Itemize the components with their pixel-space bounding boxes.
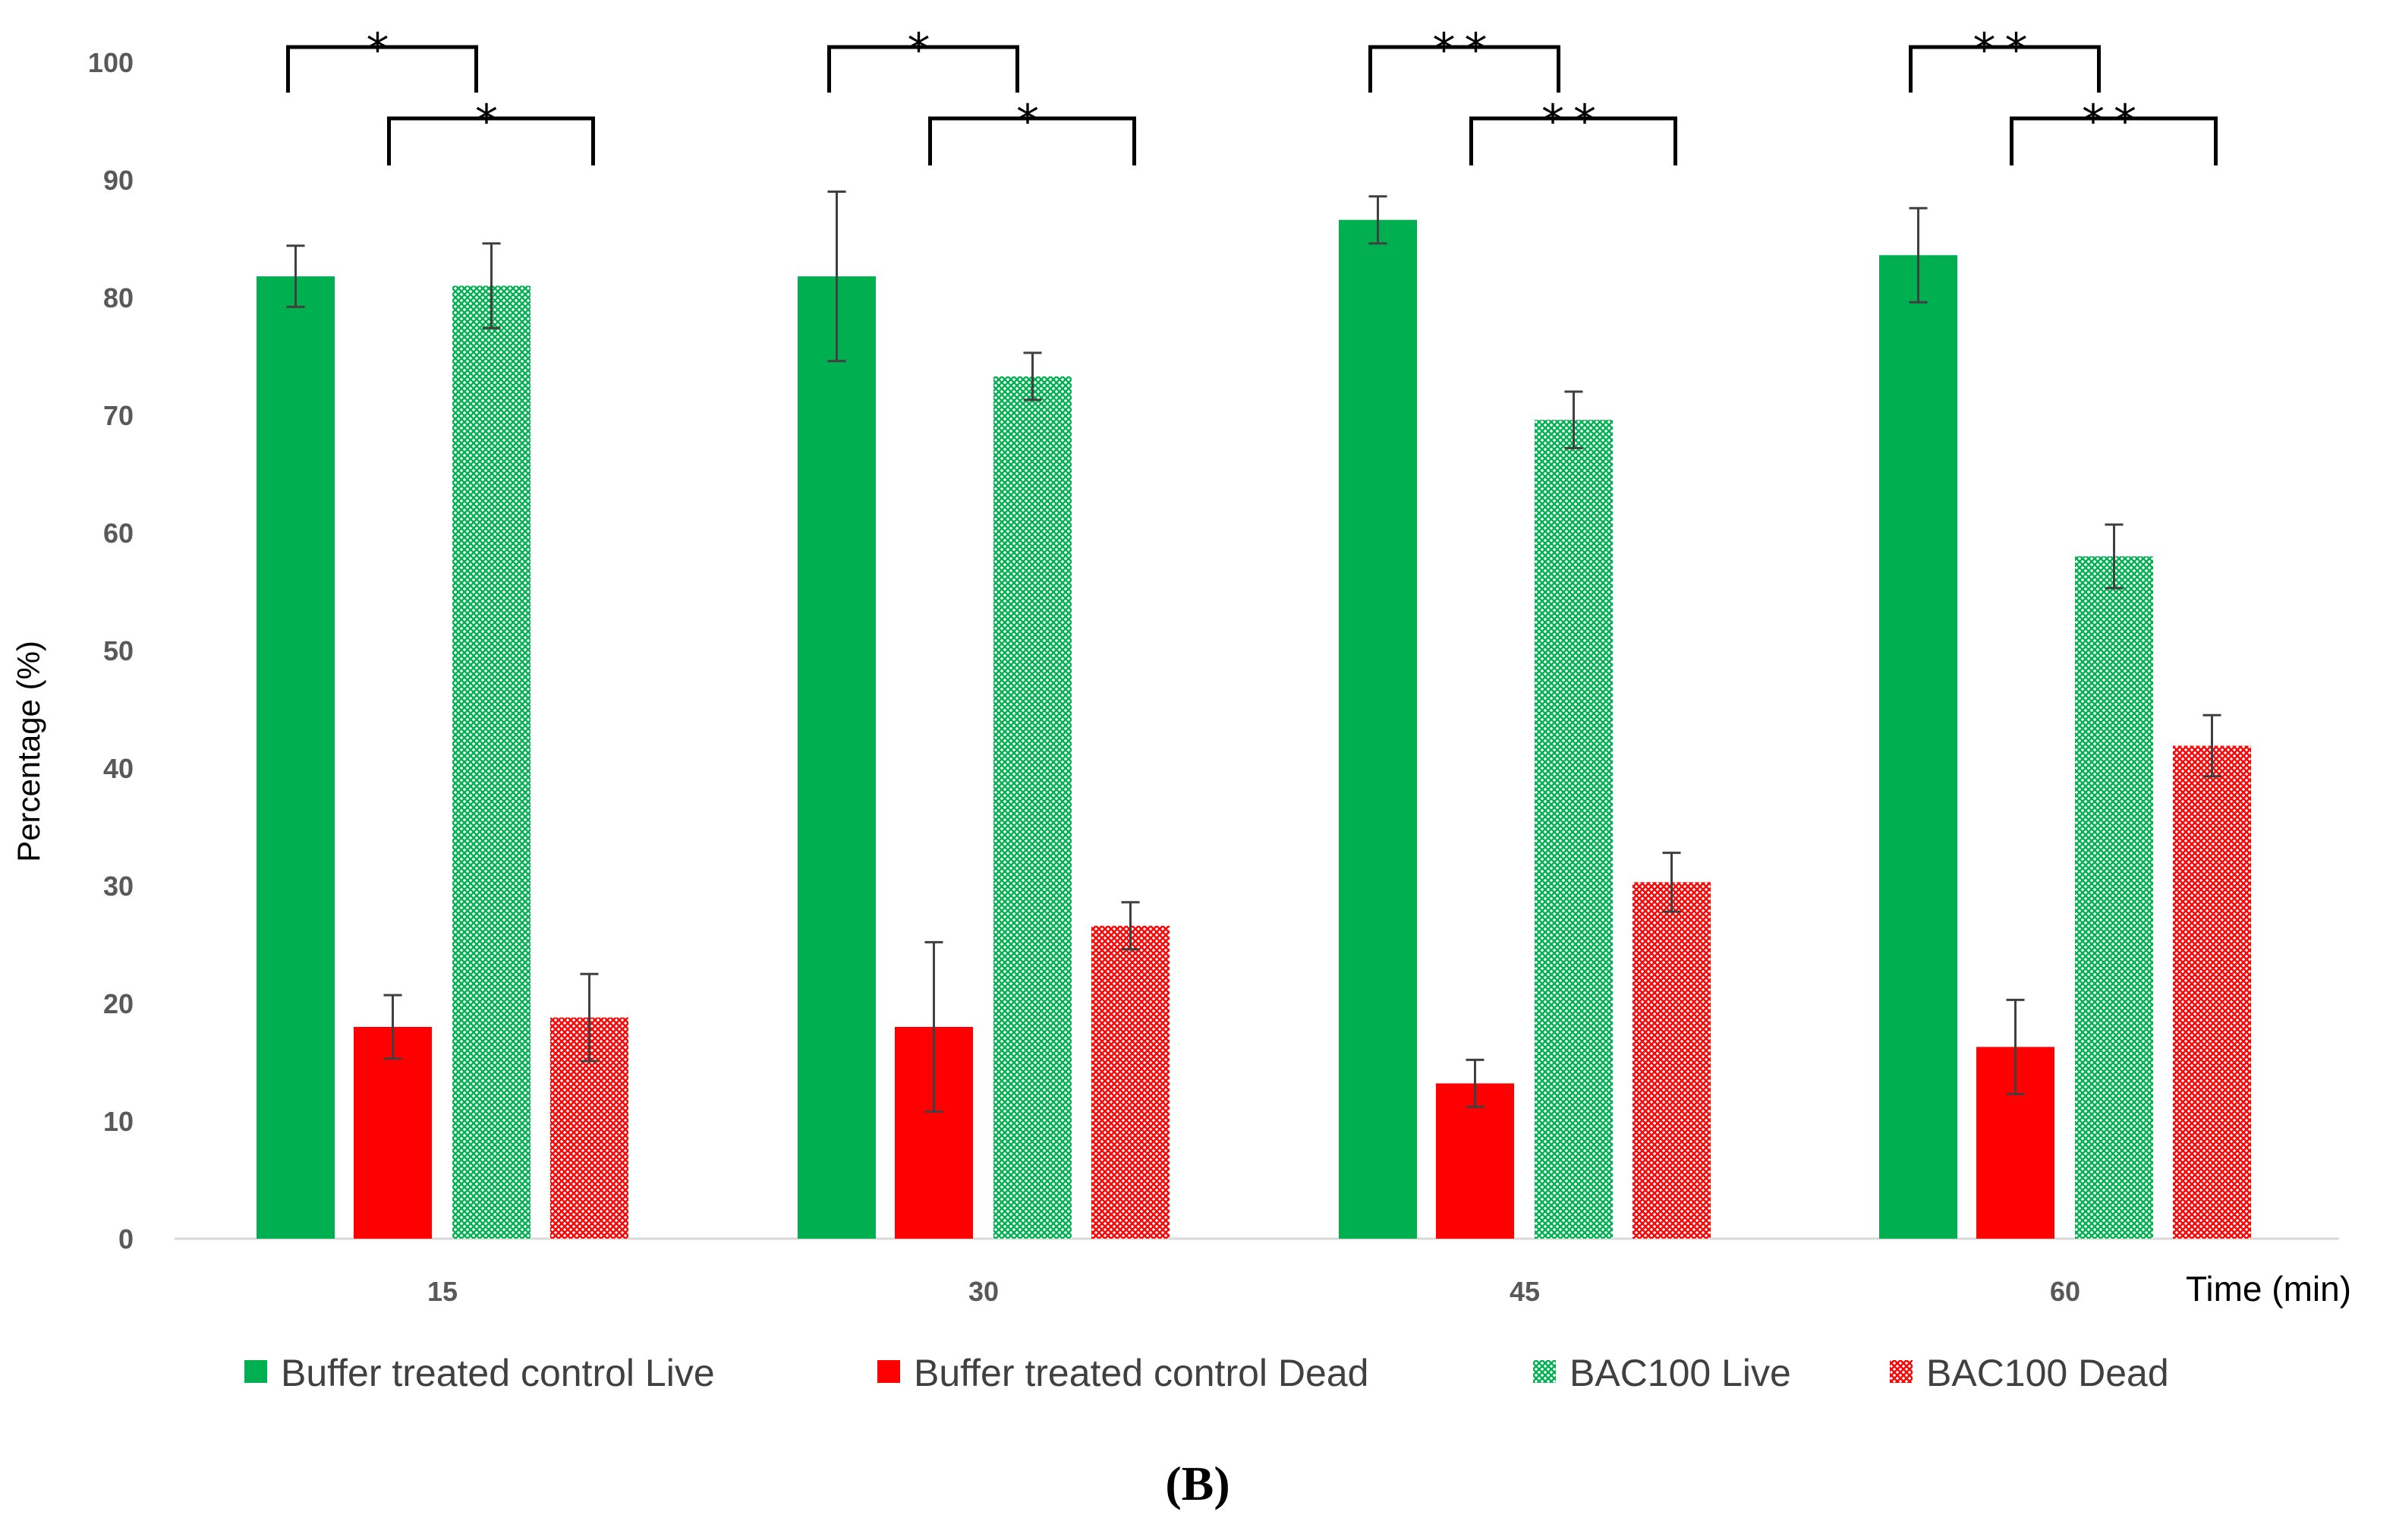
significance-bracket bbox=[827, 45, 1019, 93]
x-tick-label: 30 bbox=[968, 1276, 999, 1307]
legend-label: Buffer treated control Live bbox=[281, 1352, 715, 1394]
bar bbox=[798, 276, 876, 1239]
significance-bracket bbox=[1368, 45, 1560, 93]
y-tick-label: 10 bbox=[103, 1106, 134, 1137]
legend-label: BAC100 Dead bbox=[1926, 1352, 2169, 1394]
significance-marker: ** bbox=[1973, 24, 2037, 77]
y-tick-label: 50 bbox=[103, 635, 134, 666]
bar bbox=[1535, 420, 1613, 1239]
bar bbox=[257, 276, 335, 1239]
significance-marker: * bbox=[367, 24, 398, 77]
legend-label: BAC100 Live bbox=[1570, 1352, 1791, 1394]
y-tick-label: 20 bbox=[103, 988, 134, 1019]
significance-marker: ** bbox=[1433, 24, 1497, 77]
legend-swatch bbox=[244, 1360, 267, 1383]
y-tick-label: 80 bbox=[103, 282, 134, 313]
bar bbox=[1339, 219, 1417, 1239]
y-axis-ticks: 0 10 20 30 40 50 60 70 80 90 100 bbox=[88, 47, 134, 1255]
significance-marker: * bbox=[475, 95, 507, 148]
panel-label: (B) bbox=[1165, 1457, 1229, 1510]
y-axis-label: Percentage (%) bbox=[11, 641, 46, 862]
legend-swatch bbox=[1890, 1360, 1913, 1383]
error-bars bbox=[286, 191, 2221, 1113]
y-tick-label: 70 bbox=[103, 400, 134, 431]
y-tick-label: 90 bbox=[103, 165, 134, 196]
bar bbox=[354, 1027, 432, 1239]
bars bbox=[257, 219, 2251, 1239]
significance-bracket bbox=[928, 116, 1136, 165]
x-tick-label: 45 bbox=[1510, 1276, 1540, 1307]
legend: Buffer treated control Live Buffer treate… bbox=[244, 1352, 2169, 1394]
legend-label: Buffer treated control Dead bbox=[914, 1352, 1368, 1394]
y-tick-label: 100 bbox=[88, 47, 134, 78]
x-tick-label: 15 bbox=[427, 1276, 458, 1307]
bar bbox=[452, 285, 531, 1239]
x-axis-label: Time (min) bbox=[2186, 1269, 2351, 1309]
significance-marker: ** bbox=[1541, 95, 1605, 148]
y-tick-label: 60 bbox=[103, 518, 134, 549]
significance-marker: ** bbox=[2082, 95, 2146, 148]
legend-swatch bbox=[1533, 1360, 1556, 1383]
x-tick-label: 60 bbox=[2050, 1276, 2080, 1307]
significance-bracket bbox=[1469, 116, 1677, 165]
bar bbox=[2075, 556, 2153, 1239]
significance-brackets: ************ bbox=[286, 24, 2218, 165]
y-tick-label: 30 bbox=[103, 871, 134, 902]
significance-bracket bbox=[2010, 116, 2218, 165]
bar bbox=[2173, 745, 2251, 1239]
y-tick-label: 0 bbox=[118, 1223, 134, 1255]
significance-bracket bbox=[387, 116, 595, 165]
significance-bracket bbox=[286, 45, 478, 93]
significance-marker: * bbox=[1016, 95, 1048, 148]
bar bbox=[1632, 882, 1711, 1239]
bar bbox=[993, 376, 1072, 1239]
x-axis-ticks: 15 30 45 60 bbox=[427, 1276, 2080, 1307]
bar bbox=[1436, 1083, 1514, 1239]
y-tick-label: 40 bbox=[103, 753, 134, 784]
significance-marker: * bbox=[908, 24, 940, 77]
bar bbox=[1091, 925, 1170, 1239]
bar bbox=[1879, 255, 1957, 1239]
legend-swatch bbox=[877, 1360, 900, 1383]
significance-bracket bbox=[1909, 45, 2101, 93]
